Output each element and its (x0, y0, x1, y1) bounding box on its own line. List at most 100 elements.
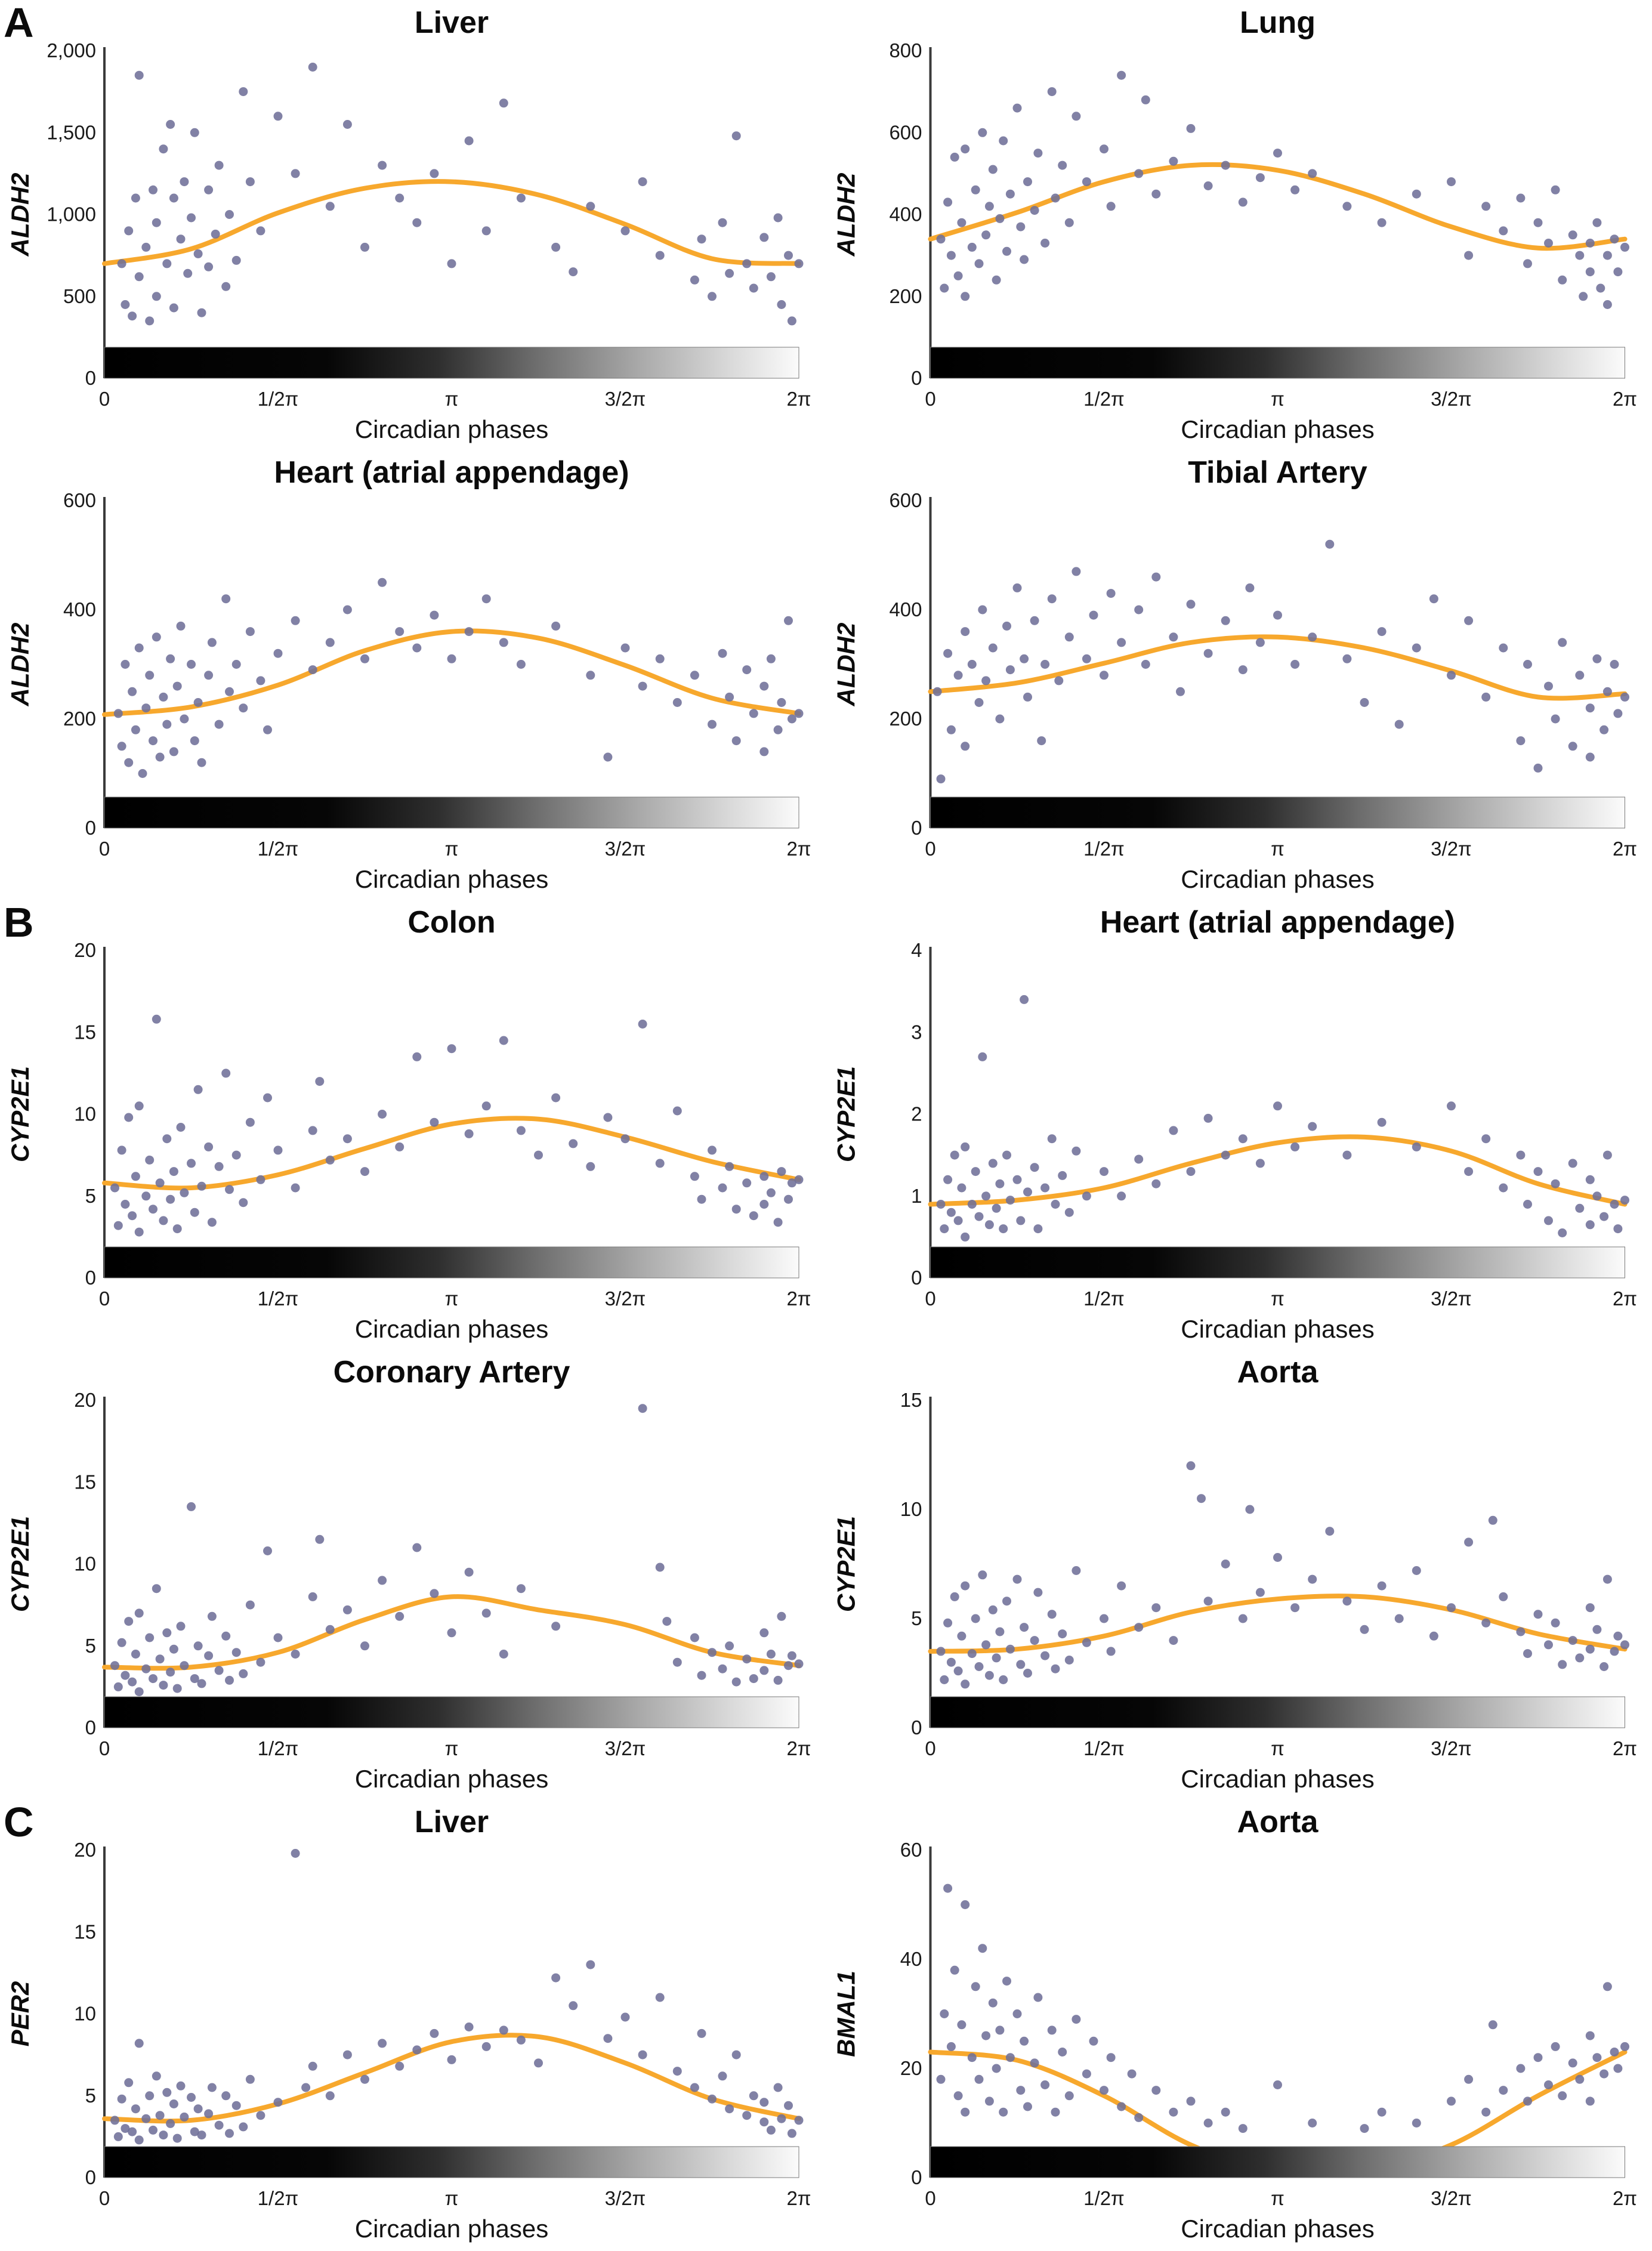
y-tick-label: 5 (85, 1635, 96, 1657)
data-point (988, 1605, 998, 1614)
x-tick-label: 1/2π (258, 2187, 299, 2209)
data-point (1620, 1196, 1629, 1205)
data-point (1610, 2048, 1619, 2057)
data-point (1412, 1142, 1421, 1151)
data-point (787, 316, 796, 326)
data-point (1523, 1649, 1532, 1659)
data-point (794, 709, 804, 718)
data-point (1238, 197, 1248, 207)
data-point (995, 1627, 1005, 1636)
data-point (1558, 275, 1567, 285)
data-point (784, 616, 793, 625)
data-point (1255, 1588, 1265, 1597)
data-point (481, 2042, 491, 2051)
y-tick-label: 20 (74, 1389, 96, 1411)
data-point (131, 1172, 140, 1181)
data-point (1169, 156, 1178, 166)
data-point (1464, 251, 1474, 260)
data-point (152, 632, 161, 642)
data-point (1106, 2053, 1116, 2062)
data-point (1575, 671, 1585, 680)
data-point (638, 2050, 647, 2059)
chart-cell-8: C Liver PER2 0 5 10 15 20 0 1/2π π 3/2π 2π Circadian … (0, 1799, 826, 2249)
data-point (231, 660, 241, 669)
y-axis-label: ALDH2 (832, 622, 860, 706)
data-point (725, 692, 734, 702)
data-point (742, 665, 752, 675)
data-point (995, 214, 1005, 223)
data-point (145, 316, 155, 326)
data-point (551, 242, 561, 252)
phase-gradient-bar (930, 1246, 1625, 1279)
data-point (1610, 660, 1619, 669)
data-point (516, 2035, 526, 2045)
x-tick-label: 2π (786, 1287, 811, 1310)
y-tick-label: 10 (900, 1498, 922, 1520)
data-point (499, 2025, 508, 2035)
data-point (221, 1631, 231, 1641)
data-point (169, 2099, 178, 2108)
data-point (766, 1650, 776, 1659)
data-point (1040, 660, 1050, 669)
data-point (301, 2083, 311, 2092)
y-axis-label: CYP2E1 (832, 1066, 860, 1162)
y-axis-label: PER2 (6, 1981, 34, 2047)
data-point (481, 226, 491, 236)
scatter-points (932, 539, 1629, 784)
data-point (1064, 2091, 1074, 2101)
data-point (1134, 1154, 1144, 1164)
data-point (1308, 169, 1317, 178)
data-point (113, 709, 123, 718)
data-point (1585, 752, 1595, 762)
data-point (134, 1101, 144, 1111)
data-point (516, 1126, 526, 1135)
data-point (1585, 1220, 1595, 1230)
data-point (155, 1178, 165, 1188)
data-point (447, 654, 456, 663)
data-point (1533, 1167, 1543, 1177)
data-point (742, 259, 752, 268)
data-point (1134, 1623, 1144, 1632)
data-point (936, 2074, 946, 2084)
data-point (1072, 112, 1081, 121)
data-point (149, 185, 158, 194)
data-point (124, 2078, 134, 2088)
data-point (516, 193, 526, 203)
data-point (1203, 181, 1213, 190)
x-tick-label: 0 (99, 838, 110, 860)
data-point (731, 736, 741, 746)
data-point (794, 259, 804, 268)
data-point (961, 1679, 970, 1689)
data-point (1221, 1150, 1230, 1160)
data-point (759, 2098, 769, 2107)
data-point (172, 1224, 182, 1234)
data-point (464, 1567, 474, 1577)
chart-title: Colon (407, 905, 495, 940)
data-point (777, 1167, 786, 1177)
data-point (1176, 687, 1185, 696)
data-point (784, 1661, 793, 1671)
data-point (1551, 2042, 1560, 2051)
data-point (273, 112, 283, 121)
data-point (1082, 2069, 1091, 2079)
chart-title: Lung (1240, 5, 1316, 40)
data-point (749, 709, 758, 718)
data-point (342, 605, 352, 615)
data-point (638, 1020, 647, 1029)
chart-title: Heart (atrial appendage) (274, 455, 629, 490)
data-point (412, 218, 422, 227)
data-point (430, 169, 439, 178)
data-point (1575, 2074, 1585, 2084)
data-point (1051, 1200, 1060, 1209)
data-point (1592, 1625, 1602, 1634)
data-point (946, 251, 956, 260)
y-tick-label: 200 (889, 708, 922, 730)
data-point (145, 2091, 155, 2101)
y-tick-label: 10 (74, 2003, 96, 2025)
data-point (961, 742, 970, 751)
x-tick-label: 1/2π (258, 838, 299, 860)
data-point (180, 2112, 189, 2122)
data-point (499, 98, 508, 108)
data-point (672, 1106, 682, 1116)
data-point (742, 1178, 752, 1188)
